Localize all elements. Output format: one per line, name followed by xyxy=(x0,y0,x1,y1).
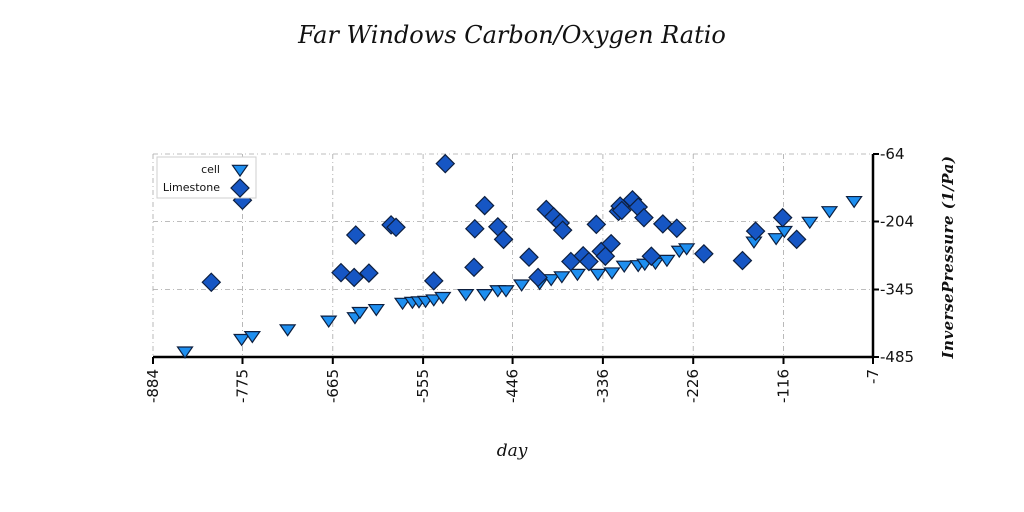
data-point-diamond xyxy=(423,270,444,291)
data-point-diamond xyxy=(745,221,766,241)
data-point-triangle xyxy=(615,260,633,274)
data-point-diamond xyxy=(359,263,379,283)
data-point-triangle xyxy=(425,294,443,307)
data-point-diamond xyxy=(772,207,793,228)
data-point-triangle xyxy=(603,267,621,280)
data-point-triangle xyxy=(775,225,793,239)
chart-title: Far Windows Carbon/Oxygen Ratio xyxy=(297,21,726,49)
data-point-diamond xyxy=(493,229,514,250)
y-tick-label: -345 xyxy=(880,280,914,298)
data-point-triangle xyxy=(845,195,863,209)
data-point-triangle xyxy=(278,324,297,337)
legend: cell Limestone xyxy=(156,156,257,199)
x-tick-label: -775 xyxy=(233,369,251,403)
x-tick-label: -665 xyxy=(324,369,342,403)
data-point-diamond xyxy=(474,195,495,216)
data-point-triangle xyxy=(553,271,571,284)
data-point-triangle xyxy=(677,243,696,256)
data-point-triangle xyxy=(320,315,338,329)
x-tick-label: -336 xyxy=(594,369,612,403)
data-point-triangle xyxy=(589,268,607,282)
x-axis-label: day xyxy=(497,441,528,461)
x-tick-label: -116 xyxy=(775,369,793,403)
data-point-triangle xyxy=(767,233,785,246)
data-point-diamond xyxy=(634,207,654,228)
x-tick-label: -7 xyxy=(864,369,882,384)
y-tick-label: -204 xyxy=(880,213,914,231)
data-point-diamond xyxy=(552,220,573,241)
data-point-triangle xyxy=(176,346,194,359)
x-tick-label: -226 xyxy=(684,369,702,403)
data-point-diamond xyxy=(786,229,807,250)
data-point-triangle xyxy=(457,289,475,302)
data-point-diamond xyxy=(464,257,484,278)
data-point-diamond xyxy=(641,246,662,267)
data-point-diamond xyxy=(519,247,539,268)
data-point-diamond xyxy=(579,251,599,272)
data-point-diamond xyxy=(528,267,548,288)
data-point-diamond xyxy=(694,243,714,264)
y-tick-label: -485 xyxy=(880,348,914,366)
data-point-diamond xyxy=(586,214,607,235)
x-tick-label: -446 xyxy=(504,369,522,403)
data-point-triangle xyxy=(497,285,515,298)
data-point-triangle xyxy=(233,333,251,347)
grid xyxy=(152,153,874,358)
x-tick-label: -555 xyxy=(414,369,432,403)
legend-marker-limestone xyxy=(230,178,250,198)
data-point-triangle xyxy=(393,297,412,311)
y-axis-label: InversePressure (1/Pa) xyxy=(939,156,957,360)
series-cell xyxy=(176,195,863,359)
x-tick-label: -884 xyxy=(144,369,162,403)
data-point-diamond xyxy=(345,225,366,245)
data-point-triangle xyxy=(351,306,369,320)
data-point-triangle xyxy=(801,216,819,230)
data-point-diamond xyxy=(344,267,364,288)
data-point-triangle xyxy=(243,330,261,344)
legend-marker-cell xyxy=(231,164,249,178)
data-point-diamond xyxy=(435,153,456,174)
data-point-triangle xyxy=(658,254,676,268)
ticks: -884 -775 -665 -555 -446 -336 -226 -116 -7 -64 -20… xyxy=(144,145,914,403)
data-point-triangle xyxy=(434,291,452,305)
data-point-diamond xyxy=(464,218,485,239)
data-point-triangle xyxy=(476,289,494,302)
data-point-diamond xyxy=(732,250,753,271)
series xyxy=(176,153,863,359)
axes xyxy=(153,154,875,359)
data-point-diamond xyxy=(611,200,632,221)
data-point-diamond xyxy=(666,218,687,239)
data-point-triangle xyxy=(512,279,531,292)
data-point-triangle xyxy=(568,268,587,282)
legend-label-limestone: Limestone xyxy=(163,181,220,194)
data-point-diamond xyxy=(601,233,621,254)
data-point-diamond xyxy=(201,272,222,293)
legend-label-cell: cell xyxy=(201,163,220,176)
data-point-triangle xyxy=(820,206,839,219)
data-point-diamond xyxy=(386,217,406,238)
y-tick-label: -64 xyxy=(880,145,905,163)
series-limestone xyxy=(201,153,807,293)
data-point-triangle xyxy=(367,303,385,317)
